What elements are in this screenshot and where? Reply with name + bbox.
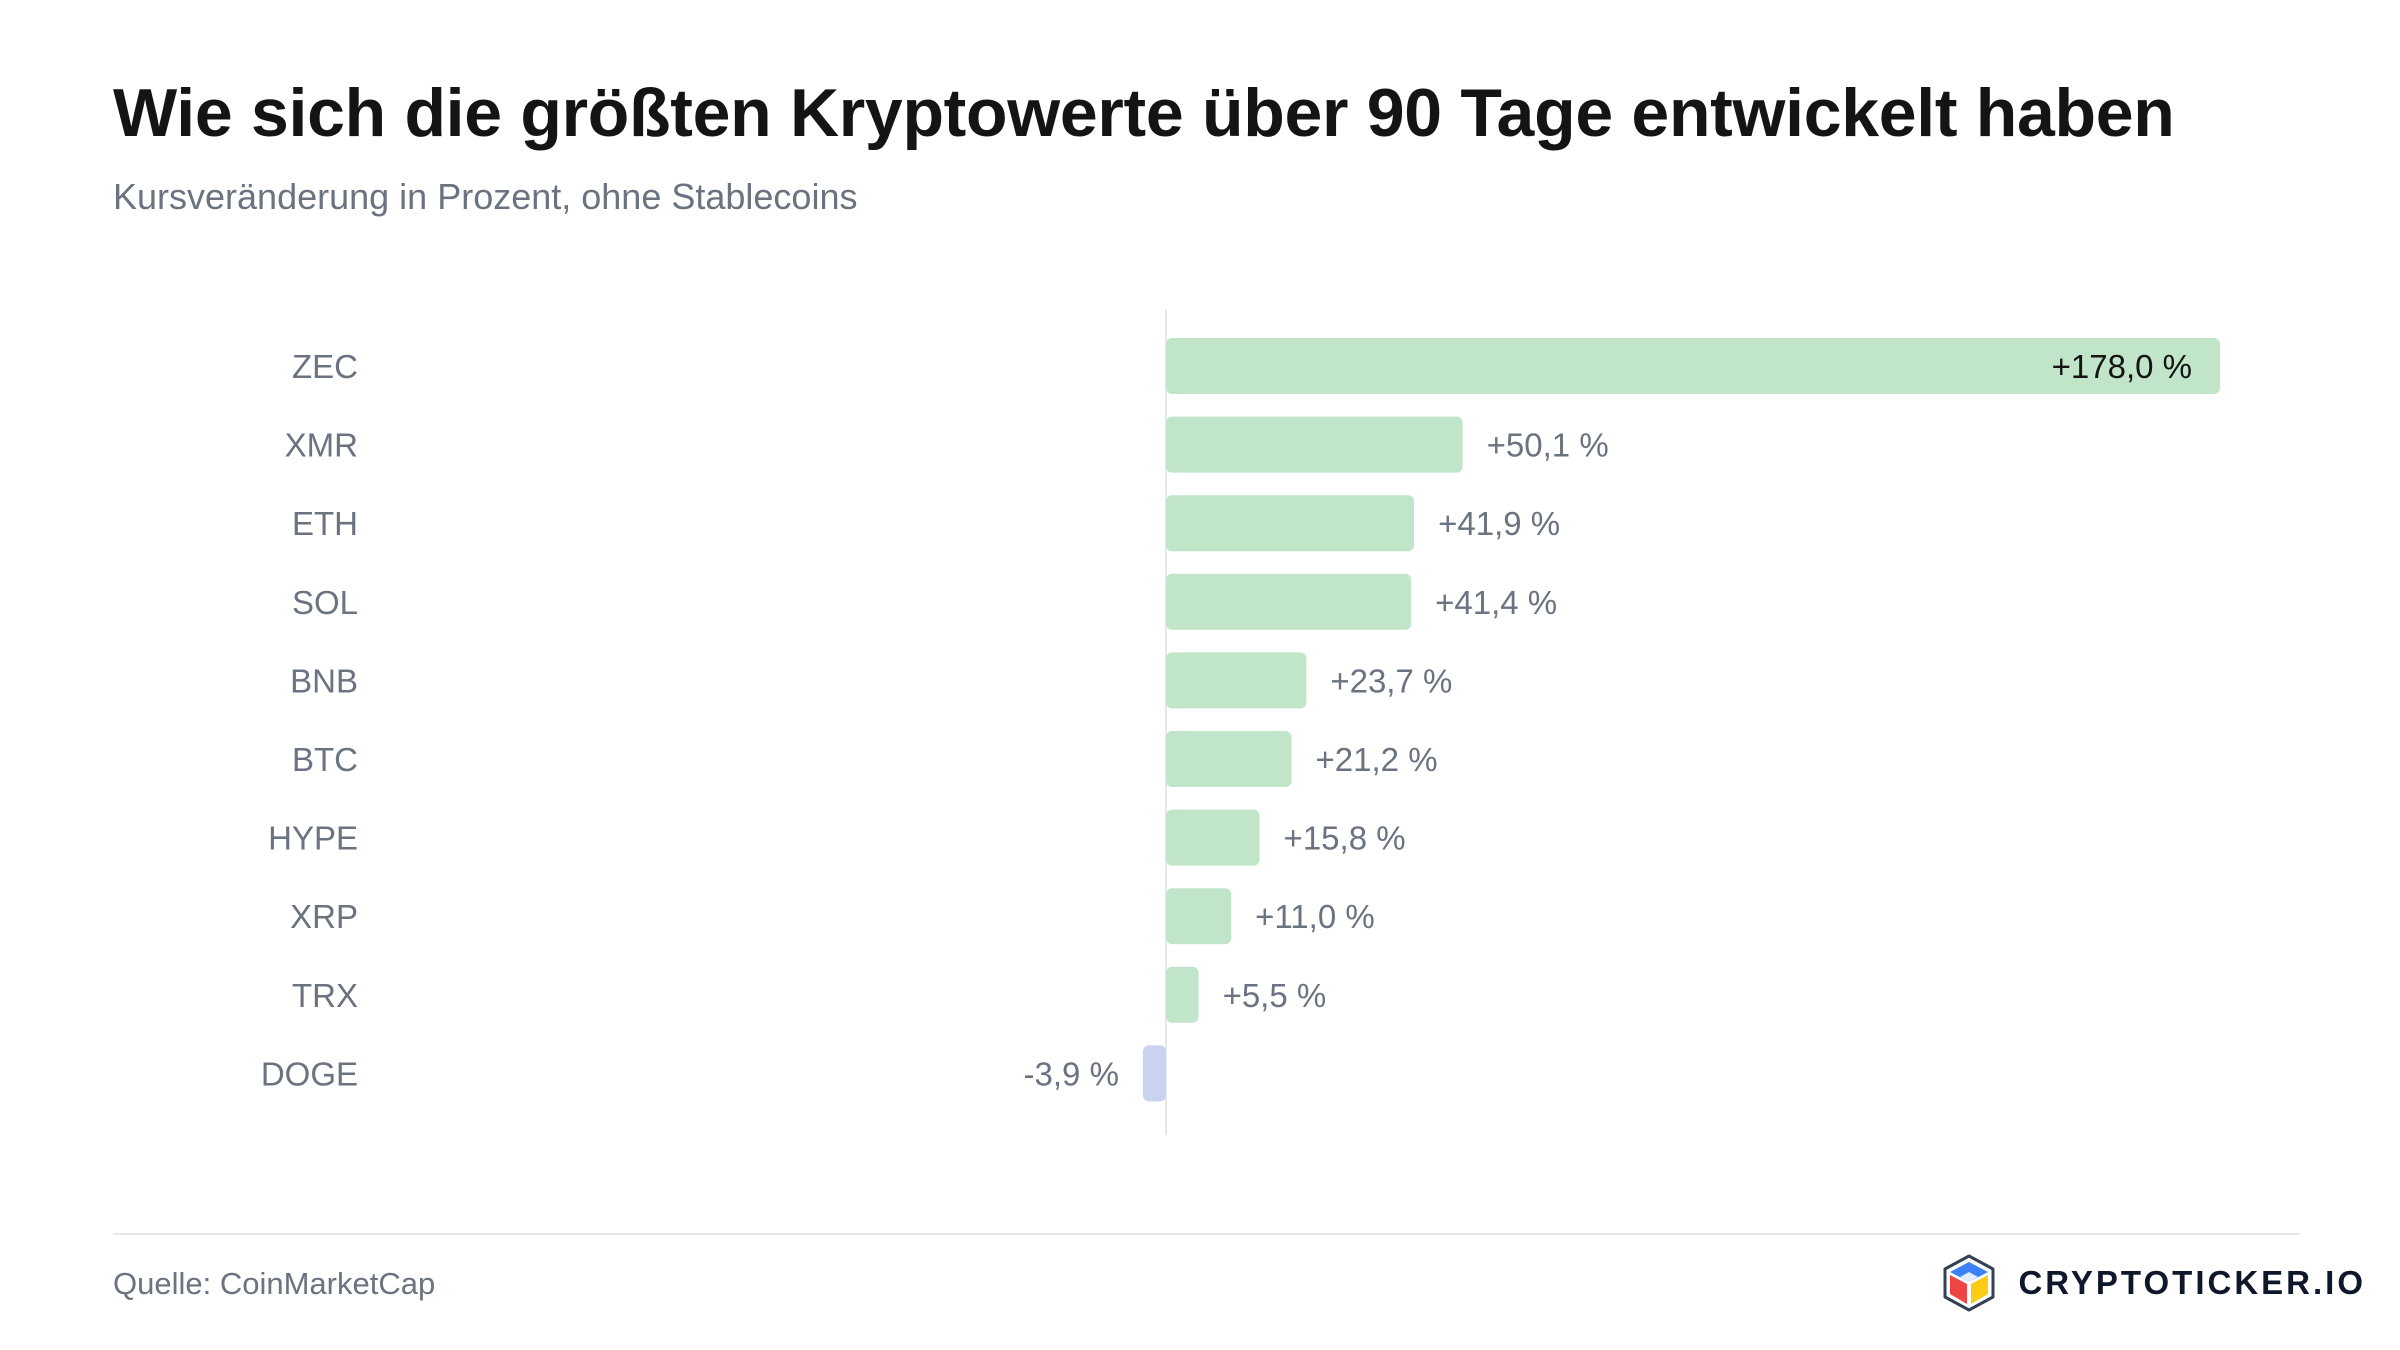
bar	[1166, 809, 1260, 866]
category-label: TRX	[292, 977, 358, 1014]
category-label: HYPE	[268, 820, 358, 857]
category-label: BNB	[290, 662, 358, 699]
data-label: +50,1 %	[1487, 427, 1609, 464]
data-label: +41,4 %	[1435, 584, 1557, 621]
category-label: XMR	[285, 427, 358, 464]
data-label: +178,0 %	[2052, 348, 2192, 385]
chart-subtitle: Kursveränderung in Prozent, ohne Stablec…	[113, 176, 858, 217]
data-label: +23,7 %	[1330, 662, 1452, 699]
bar	[1166, 652, 1307, 709]
bar	[1166, 416, 1463, 473]
data-label: -3,9 %	[1024, 1055, 1119, 1092]
category-label: DOGE	[261, 1055, 358, 1092]
data-label: +15,8 %	[1284, 820, 1406, 857]
data-label: +41,9 %	[1438, 505, 1560, 542]
footer-divider	[113, 1233, 2300, 1235]
data-label: +21,2 %	[1316, 741, 1438, 778]
bar	[1166, 966, 1199, 1023]
data-label: +11,0 %	[1255, 898, 1375, 935]
bar	[1166, 495, 1415, 552]
category-label: BTC	[292, 741, 358, 778]
chart-title: Wie sich die größten Kryptowerte über 90…	[113, 75, 2175, 151]
bar	[1166, 731, 1292, 787]
bar	[1142, 1045, 1166, 1102]
bar	[1166, 338, 2220, 394]
data-label: +5,5 %	[1223, 977, 1327, 1014]
category-label: XRP	[290, 898, 358, 935]
category-label: ZEC	[292, 348, 358, 385]
brand-name: CRYPTOTICKER.IO	[2018, 1264, 2366, 1301]
bar	[1166, 573, 1412, 630]
category-label: ETH	[292, 505, 358, 542]
cube-logo-icon	[1943, 1254, 1995, 1312]
bar	[1166, 888, 1232, 945]
bar-chart: ZEC +178,0 % XMR +50,1 % ETH +41,9 % SOL +41,4 …	[261, 310, 2220, 1135]
category-label: SOL	[292, 584, 358, 621]
brand[interactable]: CRYPTOTICKER.IO	[1938, 1252, 2366, 1314]
source-note: Quelle: CoinMarketCap	[113, 1266, 436, 1301]
